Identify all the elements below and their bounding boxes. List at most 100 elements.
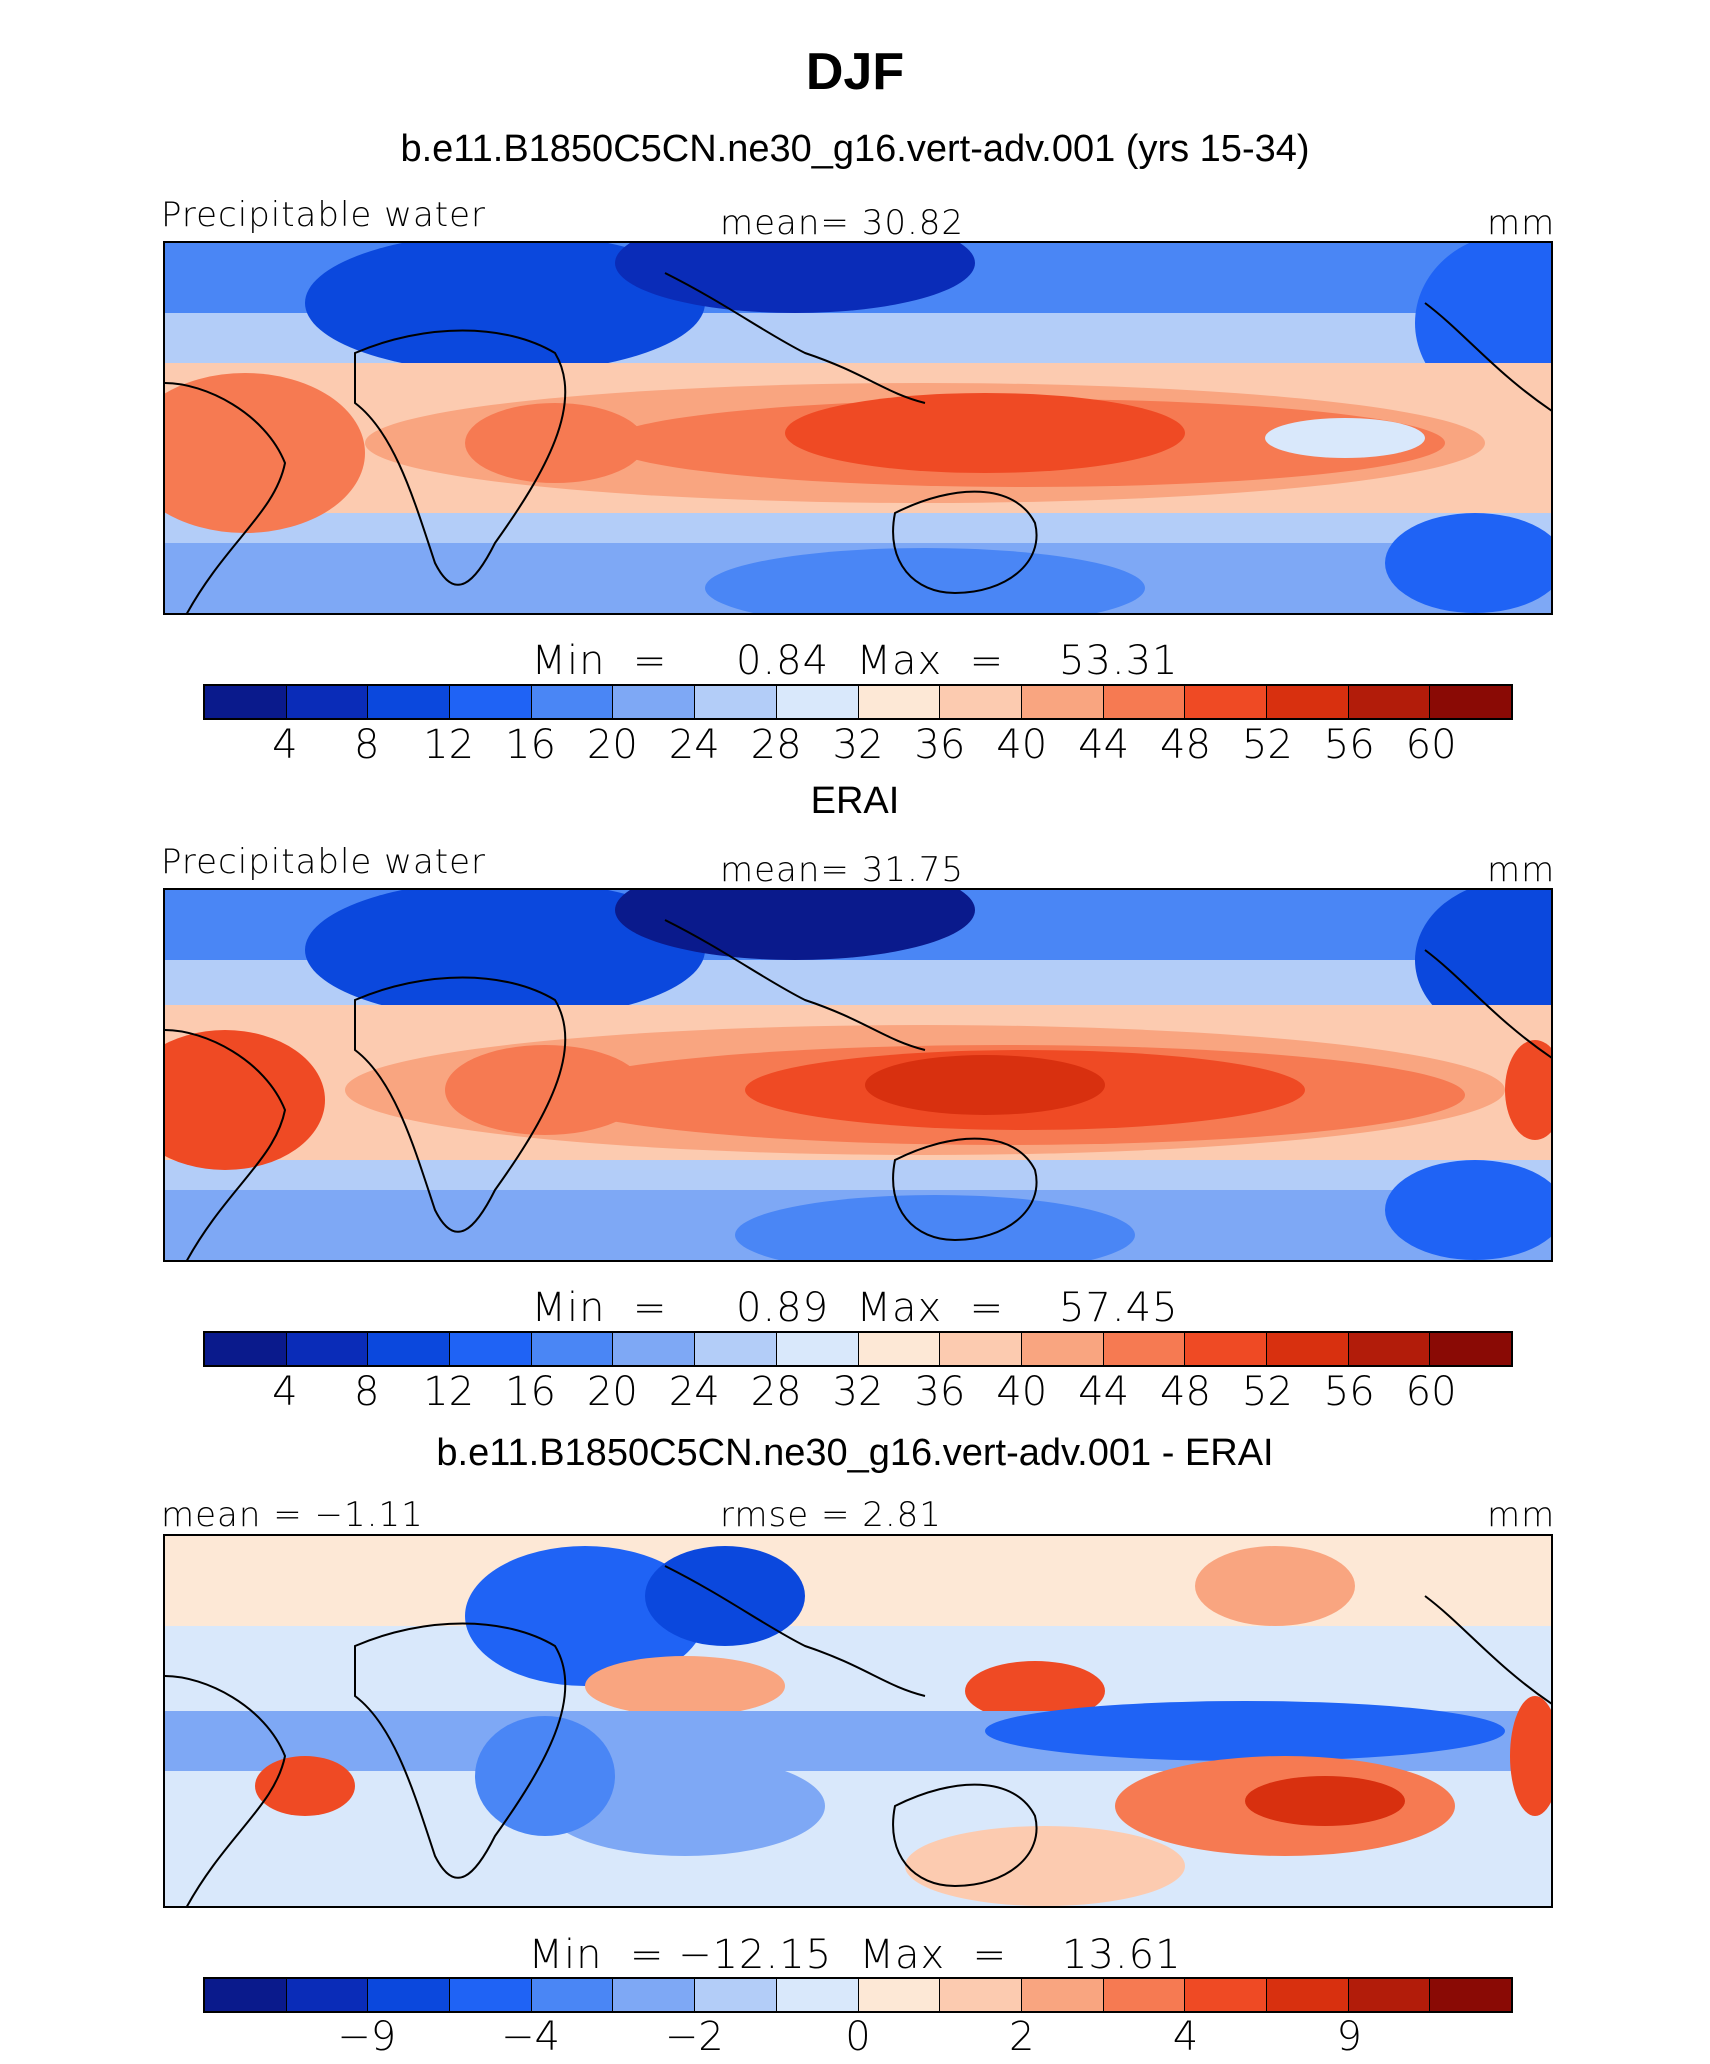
colorbar-swatch bbox=[286, 686, 369, 718]
colorbar-swatch bbox=[776, 1979, 859, 2011]
panel-3-title: b.e11.B1850C5CN.ne30_g16.vert-adv.001 - … bbox=[436, 1432, 1274, 1474]
colorbar-swatch bbox=[450, 1333, 532, 1365]
colorbar-tick-label: −4 bbox=[501, 2014, 560, 2060]
colorbar-swatch bbox=[613, 1333, 696, 1365]
colorbar-tick-label: 60 bbox=[1405, 722, 1457, 768]
colorbar-tick-label: 28 bbox=[750, 722, 802, 768]
main-title: DJF bbox=[805, 43, 905, 101]
colorbar-swatch bbox=[531, 1333, 614, 1365]
colorbar-tick-label: 52 bbox=[1241, 1369, 1293, 1415]
colorbar-swatch bbox=[940, 1333, 1022, 1365]
colorbar-swatch bbox=[531, 686, 614, 718]
colorbar-tick-label: 56 bbox=[1323, 722, 1375, 768]
colorbar-tick-label: 8 bbox=[354, 1369, 380, 1415]
colorbar-swatch bbox=[940, 1979, 1022, 2011]
colorbar-swatch bbox=[286, 1333, 369, 1365]
panel-3-field bbox=[165, 1536, 1551, 1906]
colorbar-swatch bbox=[858, 1979, 941, 2011]
colorbar-tick-label: 56 bbox=[1323, 1369, 1375, 1415]
colorbar-tick-label: 0 bbox=[845, 2014, 871, 2060]
colorbar-swatch bbox=[1185, 1333, 1267, 1365]
panel-1-map bbox=[163, 241, 1553, 615]
colorbar-swatch bbox=[1266, 686, 1349, 718]
colorbar-swatch bbox=[1103, 686, 1186, 718]
panel-2-units-label: mm bbox=[1487, 850, 1556, 890]
colorbar-swatch bbox=[450, 686, 532, 718]
panel-3-units-label: mm bbox=[1487, 1495, 1556, 1535]
colorbar-swatch bbox=[858, 1333, 941, 1365]
colorbar-swatch bbox=[613, 686, 696, 718]
colorbar-swatch bbox=[205, 686, 287, 718]
colorbar-swatch bbox=[1103, 1333, 1186, 1365]
colorbar-swatch bbox=[205, 1333, 287, 1365]
colorbar-tick-label: 44 bbox=[1078, 1369, 1130, 1415]
colorbar-swatch bbox=[776, 686, 859, 718]
colorbar-tick-label: 24 bbox=[668, 1369, 720, 1415]
colorbar-tick-label: 2 bbox=[1009, 2014, 1035, 2060]
colorbar-swatch bbox=[1348, 1333, 1431, 1365]
colorbar-tick-label: 48 bbox=[1160, 722, 1211, 768]
colorbar-tick-label: 9 bbox=[1336, 2014, 1362, 2060]
colorbar-swatch bbox=[1266, 1333, 1349, 1365]
panel-3-colorbar-ticks: −9 −4 −2 0 2 4 9 bbox=[203, 2014, 1513, 2060]
panel-2-variable-label: Precipitable water bbox=[161, 842, 487, 882]
colorbar-tick-label: 44 bbox=[1078, 722, 1130, 768]
colorbar-tick-label: −9 bbox=[337, 2014, 397, 2060]
colorbar-tick-label: 36 bbox=[914, 1369, 966, 1415]
panel-2-map bbox=[163, 888, 1553, 1262]
colorbar-swatch bbox=[286, 1979, 369, 2011]
panel-3-mean-label: mean = −1.11 bbox=[161, 1495, 424, 1535]
colorbar-swatch bbox=[858, 686, 941, 718]
colorbar-swatch bbox=[1185, 1979, 1267, 2011]
panel-1-mean-label: mean= 30.82 bbox=[720, 203, 965, 243]
colorbar-swatch bbox=[1021, 686, 1104, 718]
colorbar-swatch bbox=[1021, 1979, 1104, 2011]
colorbar-swatch bbox=[1348, 1979, 1431, 2011]
colorbar-tick-label: 40 bbox=[996, 722, 1048, 768]
panel-1-colorbar-ticks: 4 8 12 16 20 24 28 32 36 40 44 48 52 56 60 bbox=[203, 722, 1513, 768]
colorbar-tick-label: 48 bbox=[1160, 1369, 1211, 1415]
colorbar-tick-label: 20 bbox=[586, 722, 638, 768]
colorbar-swatch bbox=[776, 1333, 859, 1365]
colorbar-tick-label: 40 bbox=[996, 1369, 1048, 1415]
colorbar-tick-label: 16 bbox=[505, 1369, 556, 1415]
colorbar-swatch bbox=[695, 1979, 777, 2011]
panel-2-colorbar bbox=[203, 1331, 1513, 1367]
colorbar-swatch bbox=[613, 1979, 696, 2011]
panel-3-rmse-label: rmse = 2.81 bbox=[720, 1495, 942, 1535]
panel-1-colorbar bbox=[203, 684, 1513, 720]
colorbar-swatch bbox=[368, 1979, 451, 2011]
colorbar-swatch bbox=[940, 686, 1022, 718]
panel-1-min-max: Min = 0.84 Max = 53.31 bbox=[531, 638, 1179, 684]
colorbar-tick-label: 32 bbox=[832, 1369, 884, 1415]
colorbar-swatch bbox=[1266, 1979, 1349, 2011]
colorbar-swatch bbox=[695, 1333, 777, 1365]
colorbar-swatch bbox=[450, 1979, 532, 2011]
colorbar-swatch bbox=[1103, 1979, 1186, 2011]
colorbar-tick-label: 24 bbox=[668, 722, 720, 768]
colorbar-tick-label: 32 bbox=[832, 722, 884, 768]
colorbar-swatch bbox=[1430, 1333, 1511, 1365]
panel-2-min-max: Min = 0.89 Max = 57.45 bbox=[531, 1285, 1179, 1331]
colorbar-swatch bbox=[205, 1979, 287, 2011]
panel-2-title: ERAI bbox=[810, 780, 900, 822]
colorbar-tick-label: 4 bbox=[272, 1369, 298, 1415]
colorbar-swatch bbox=[368, 686, 451, 718]
panel-2-mean-label: mean= 31.75 bbox=[720, 850, 965, 890]
colorbar-tick-label: 16 bbox=[505, 722, 556, 768]
colorbar-tick-label: 4 bbox=[1172, 2014, 1199, 2060]
colorbar-tick-label: −2 bbox=[664, 2014, 724, 2060]
colorbar-tick-label: 28 bbox=[750, 1369, 802, 1415]
colorbar-swatch bbox=[1021, 1333, 1104, 1365]
panel-3-colorbar bbox=[203, 1977, 1513, 2013]
colorbar-swatch bbox=[1430, 686, 1511, 718]
panel-1-field bbox=[165, 243, 1551, 613]
colorbar-swatch bbox=[1430, 1979, 1511, 2011]
panel-3-min-max: Min = −12.15 Max = 13.61 bbox=[528, 1932, 1182, 1978]
panel-2-colorbar-ticks: 4 8 12 16 20 24 28 32 36 40 44 48 52 56 60 bbox=[203, 1369, 1513, 1415]
colorbar-tick-label: 12 bbox=[423, 1369, 475, 1415]
colorbar-swatch bbox=[368, 1333, 451, 1365]
panel-3-map bbox=[163, 1534, 1553, 1908]
colorbar-tick-label: 8 bbox=[354, 722, 380, 768]
colorbar-tick-label: 4 bbox=[272, 722, 298, 768]
